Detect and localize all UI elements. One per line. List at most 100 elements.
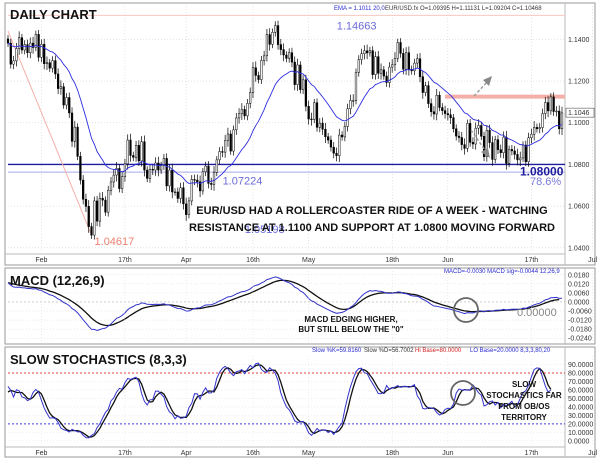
stoch-k-line — [7, 362, 552, 439]
stoch-panel-frame — [4, 346, 596, 458]
candle-body — [221, 151, 224, 153]
candle-body — [544, 102, 547, 114]
candle-body — [371, 50, 374, 75]
candle-body — [235, 117, 238, 131]
candle-body — [496, 139, 500, 150]
candle-body — [140, 141, 143, 162]
candle-body — [263, 55, 266, 61]
stoch-panel-title: SLOW STOCHASTICS (8,3,3) — [10, 352, 187, 367]
candle-body — [388, 66, 391, 83]
stoch-lo-info: LO Base=20.0000 8,3,3,80,20 — [470, 348, 551, 354]
price-x-tick: Feb — [35, 257, 47, 264]
candle-body — [126, 139, 129, 165]
price-level-annotation: 1.14663 — [337, 21, 377, 33]
candle-body — [396, 42, 399, 59]
price-y-tick: 1.0800 — [568, 162, 590, 169]
price-panel-frame — [4, 2, 596, 266]
stoch-y-tick: 40.0000 — [568, 404, 593, 411]
candle-body — [530, 133, 533, 139]
price-level-annotation: 1.05198 — [245, 224, 285, 236]
downtrend-line — [7, 30, 92, 236]
candle-body — [360, 53, 363, 60]
candle-body — [226, 133, 230, 141]
stoch-y-tick: 50.0000 — [568, 396, 593, 403]
stoch-y-tick: 0.0000 — [568, 438, 590, 445]
candle-body — [541, 113, 544, 128]
candle-body — [129, 139, 132, 156]
price-x-tick: May — [302, 257, 316, 264]
candle-body — [469, 123, 472, 143]
price-y-tick: 1.1200 — [568, 79, 590, 86]
candle-body — [416, 58, 419, 64]
price-x-tick: 16th — [246, 257, 260, 264]
candle-body — [366, 50, 369, 54]
candle-body — [335, 152, 338, 156]
candle-body — [435, 94, 438, 115]
candle-body — [187, 200, 191, 215]
macd-y-tick: -0.0060 — [568, 309, 592, 316]
candle-body — [157, 162, 160, 171]
candle-body — [391, 64, 394, 68]
candle-body — [101, 197, 104, 201]
price-candles — [6, 20, 564, 240]
candle-body — [282, 49, 285, 56]
headline-line-2: RESISTANCE AT 1.1100 AND SUPPORT AT 1.08… — [189, 222, 555, 234]
candle-body — [449, 114, 452, 118]
stoch-annotation-line-2: STOCHASTICS FAR — [486, 391, 562, 400]
macd-y-tick: -0.0180 — [568, 327, 592, 334]
stoch-x-tick: May — [302, 450, 316, 457]
candle-body — [296, 64, 299, 85]
last-value-label: 1.1046 — [568, 110, 590, 117]
candle-body — [332, 146, 335, 154]
price-x-tick: Jun — [442, 257, 453, 264]
stoch-annotation-line-1: SLOW — [512, 380, 536, 389]
candle-body — [207, 165, 210, 184]
stoch-x-tick: 18th — [385, 450, 399, 457]
candle-body — [20, 37, 24, 51]
candle-body — [87, 206, 90, 227]
candle-body — [357, 59, 360, 73]
candle-body — [48, 62, 51, 69]
candle-body — [212, 172, 216, 185]
stoch-annotation-line-4: TERRITORY — [501, 413, 547, 422]
macd-y-tick: 0.0180 — [568, 272, 590, 279]
candle-body — [327, 136, 330, 141]
candle-body — [538, 127, 541, 130]
stoch-highlight-circle — [450, 380, 476, 406]
candle-body — [204, 165, 207, 172]
candle-body — [254, 67, 257, 76]
candle-body — [168, 169, 171, 187]
macd-panel: 0.0180 0.0120 0.0060 0.0000 -0.0060 -0.0120 -0… — [4, 267, 596, 345]
candle-body — [549, 96, 552, 112]
candle-body — [59, 86, 63, 89]
candle-body — [432, 111, 436, 115]
candle-body — [274, 25, 277, 33]
candle-body — [399, 42, 402, 54]
candle-body — [23, 44, 26, 51]
price-y-tick: 1.0600 — [568, 204, 590, 211]
last-value-box — [565, 107, 595, 118]
candle-body — [552, 96, 555, 112]
candle-body — [240, 109, 243, 115]
candle-body — [173, 191, 177, 194]
candle-body — [196, 179, 199, 182]
macd-grid — [8, 274, 565, 339]
stoch-y-tick: 20.0000 — [568, 421, 593, 428]
candle-body — [265, 34, 269, 57]
price-x-tick: Apr — [181, 257, 193, 264]
candle-body — [237, 113, 241, 119]
candle-body — [424, 85, 427, 93]
candle-body — [40, 44, 43, 58]
candle-body — [82, 179, 85, 200]
candle-body — [115, 168, 118, 176]
candle-body — [34, 34, 37, 48]
stoch-x-tick: 17th — [525, 450, 539, 457]
candle-body — [363, 50, 366, 54]
candle-body — [12, 60, 15, 65]
candle-body — [382, 69, 385, 77]
candle-body — [76, 126, 79, 157]
candle-body — [73, 126, 76, 142]
macd-line — [7, 276, 563, 332]
candle-body — [519, 157, 522, 161]
